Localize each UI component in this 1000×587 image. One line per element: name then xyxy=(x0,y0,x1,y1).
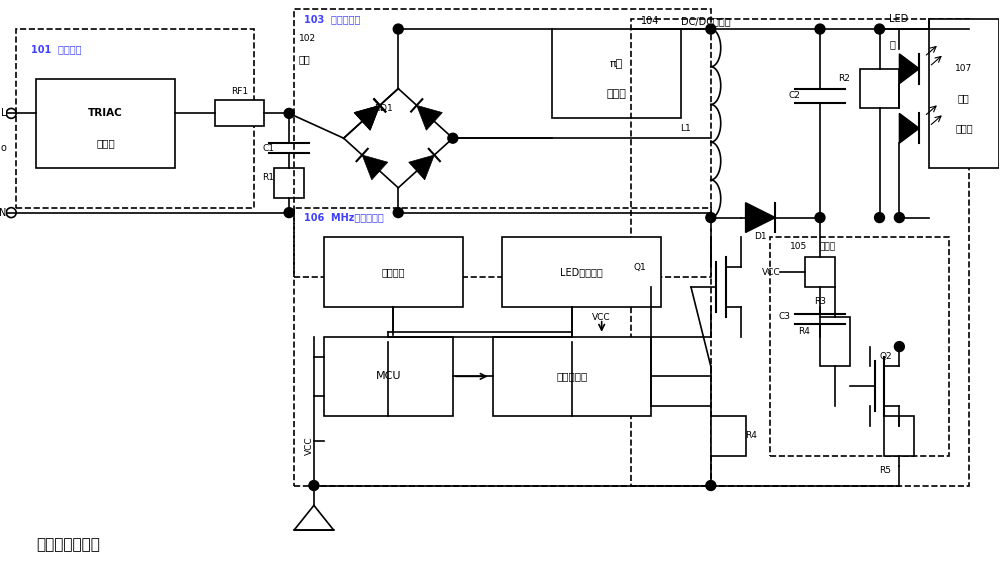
Text: 106  MHz驱动及控制: 106 MHz驱动及控制 xyxy=(304,212,384,222)
Text: 点火: 点火 xyxy=(299,54,311,64)
Circle shape xyxy=(706,481,716,491)
Text: R2: R2 xyxy=(838,74,850,83)
Polygon shape xyxy=(354,106,380,130)
Polygon shape xyxy=(324,337,453,416)
Text: C2: C2 xyxy=(788,91,800,100)
Text: 105: 105 xyxy=(790,242,807,251)
Circle shape xyxy=(284,208,294,218)
Text: R4: R4 xyxy=(798,327,810,336)
Text: R5: R5 xyxy=(880,465,892,475)
Text: Q1: Q1 xyxy=(634,263,646,272)
Polygon shape xyxy=(805,257,835,287)
Text: 101  调光输入: 101 调光输入 xyxy=(31,44,82,54)
Polygon shape xyxy=(899,54,919,83)
Text: L: L xyxy=(1,109,6,119)
Polygon shape xyxy=(409,155,434,180)
Text: 104: 104 xyxy=(641,16,660,26)
Polygon shape xyxy=(417,106,442,130)
Circle shape xyxy=(393,24,403,34)
Circle shape xyxy=(393,208,403,218)
Text: 103  桥堆与滤波: 103 桥堆与滤波 xyxy=(304,14,360,24)
Text: 假负载: 假负载 xyxy=(820,242,836,251)
Circle shape xyxy=(894,342,904,352)
Text: 滤波器: 滤波器 xyxy=(607,89,626,99)
Text: MCU: MCU xyxy=(376,372,401,382)
Circle shape xyxy=(815,24,825,34)
Polygon shape xyxy=(884,416,914,456)
Circle shape xyxy=(706,212,716,222)
Text: DC/DC变换器: DC/DC变换器 xyxy=(681,16,731,26)
Circle shape xyxy=(875,24,884,34)
Text: TRIAC: TRIAC xyxy=(88,109,123,119)
Text: L1: L1 xyxy=(680,124,691,133)
Text: R4: R4 xyxy=(746,431,757,440)
Text: LED电流检测: LED电流检测 xyxy=(560,267,603,277)
Circle shape xyxy=(894,212,904,222)
Polygon shape xyxy=(552,29,681,119)
Text: LED: LED xyxy=(889,14,909,24)
Text: 光电: 光电 xyxy=(958,93,970,103)
Circle shape xyxy=(284,109,294,119)
Circle shape xyxy=(309,481,319,491)
Polygon shape xyxy=(324,237,463,307)
Polygon shape xyxy=(502,237,661,307)
Polygon shape xyxy=(215,100,264,126)
Text: 调光器: 调光器 xyxy=(96,138,115,148)
Text: 107: 107 xyxy=(955,64,973,73)
Text: RF1: RF1 xyxy=(231,86,248,96)
Text: D1: D1 xyxy=(754,232,767,241)
Text: VCC: VCC xyxy=(304,437,313,455)
Text: o: o xyxy=(0,143,6,153)
Circle shape xyxy=(706,24,716,34)
Text: π型: π型 xyxy=(610,59,623,69)
Polygon shape xyxy=(860,69,899,109)
Text: 驱动缓冲器: 驱动缓冲器 xyxy=(556,372,588,382)
Polygon shape xyxy=(36,79,175,168)
Text: VCC: VCC xyxy=(592,313,611,322)
Circle shape xyxy=(875,212,884,222)
Text: 串: 串 xyxy=(889,39,895,49)
Text: 转换器: 转换器 xyxy=(955,123,973,133)
Polygon shape xyxy=(929,19,999,168)
Polygon shape xyxy=(362,155,388,180)
Polygon shape xyxy=(746,203,775,232)
Text: VCC: VCC xyxy=(762,268,780,276)
Circle shape xyxy=(448,133,458,143)
Text: C3: C3 xyxy=(778,312,790,321)
Text: 本发明解决方案: 本发明解决方案 xyxy=(36,538,100,552)
Polygon shape xyxy=(820,317,850,366)
Text: C1: C1 xyxy=(262,144,274,153)
Polygon shape xyxy=(493,337,651,416)
Polygon shape xyxy=(354,106,380,130)
Text: 102: 102 xyxy=(299,34,316,43)
Circle shape xyxy=(815,212,825,222)
Text: Q2: Q2 xyxy=(880,352,892,361)
Text: 相角检测: 相角检测 xyxy=(382,267,405,277)
Text: R3: R3 xyxy=(814,297,826,306)
Text: R1: R1 xyxy=(262,173,274,183)
Polygon shape xyxy=(274,168,304,198)
Text: BD1: BD1 xyxy=(374,104,393,113)
Polygon shape xyxy=(899,113,919,143)
Text: N: N xyxy=(0,208,6,218)
Polygon shape xyxy=(711,416,746,456)
